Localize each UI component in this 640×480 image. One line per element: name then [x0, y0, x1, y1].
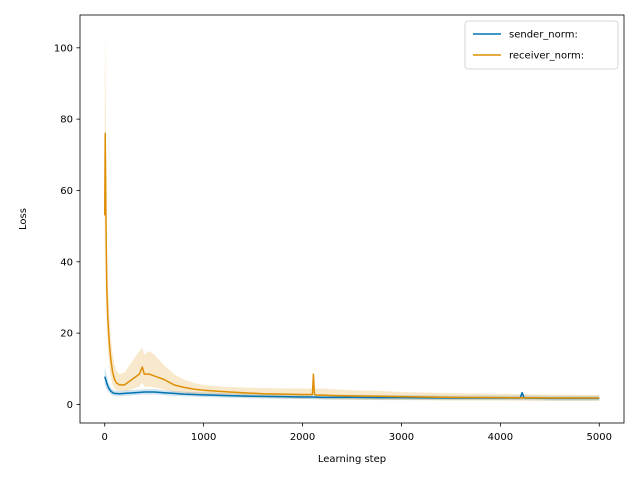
x-tick-label: 1000 [191, 432, 216, 443]
series-line-1 [103, 132, 600, 399]
legend-box [464, 20, 619, 70]
y-tick-label: 0 [67, 400, 73, 411]
x-tick-label: 4000 [488, 432, 513, 443]
x-tick-label: 0 [102, 432, 108, 443]
x-tick-label: 2000 [290, 432, 315, 443]
y-tick-label: 80 [60, 115, 73, 126]
y-tick-label: 100 [54, 43, 73, 54]
axis-ticks: 0 1000 2000 3000 4000 5000 0 20 40 60 80 100 [54, 43, 612, 443]
y-tick-label: 40 [60, 257, 73, 268]
series-band-0 [104, 367, 600, 401]
x-tick-label: 3000 [389, 432, 414, 443]
y-tick-label: 60 [60, 186, 73, 197]
series-band-1 [104, 33, 600, 401]
legend-label-1: receiver_norm: [509, 51, 584, 62]
y-tick-label: 20 [60, 329, 73, 340]
x-tick-label: 5000 [587, 432, 612, 443]
axes-frame [79, 14, 625, 424]
x-axis-label: Learning step [318, 454, 386, 465]
legend-label-0: sender_norm: [509, 30, 578, 41]
plot-area [103, 33, 600, 401]
y-axis-label: Loss [18, 208, 29, 230]
legend: sender_norm: receiver_norm: [464, 20, 619, 70]
